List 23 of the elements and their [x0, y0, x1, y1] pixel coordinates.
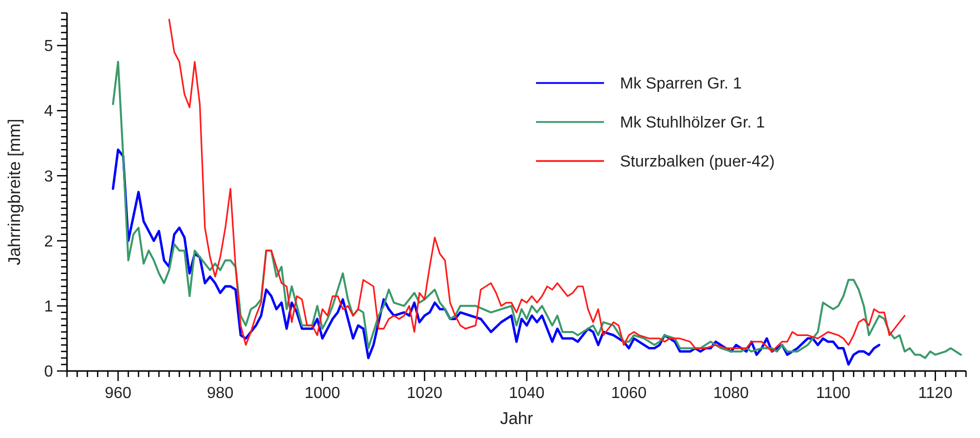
legend-label: Mk Stuhlhölzer Gr. 1: [620, 114, 766, 132]
x-tick-label: 1080: [713, 385, 749, 402]
y-axis-title: Jahrringbreite [mm]: [5, 118, 24, 266]
x-tick-label: 1120: [918, 385, 953, 402]
y-tick-label: 3: [44, 168, 54, 186]
x-tick-label: 1100: [816, 385, 850, 402]
legend-label: Mk Sparren Gr. 1: [620, 76, 742, 93]
x-tick-label: 980: [206, 385, 234, 402]
line-series: [112, 60, 962, 359]
x-tick-label: 1020: [406, 385, 442, 402]
x-tick-label: 1000: [304, 385, 340, 402]
x-tick-label: 960: [104, 385, 132, 402]
y-tick-label: 5: [44, 38, 54, 56]
y-tick-label: 1: [44, 298, 54, 316]
line-series: [112, 148, 880, 366]
y-tick-label: 2: [44, 233, 54, 250]
legend-label: Sturzbalken (puer-42): [620, 154, 775, 171]
x-tick-label: 1040: [508, 385, 545, 402]
y-tick-label: 4: [44, 103, 54, 120]
y-tick-label: 0: [44, 364, 54, 381]
x-tick-label: 1060: [611, 385, 647, 402]
x-axis-title: Jahr: [500, 409, 534, 428]
line-series: [168, 18, 906, 352]
